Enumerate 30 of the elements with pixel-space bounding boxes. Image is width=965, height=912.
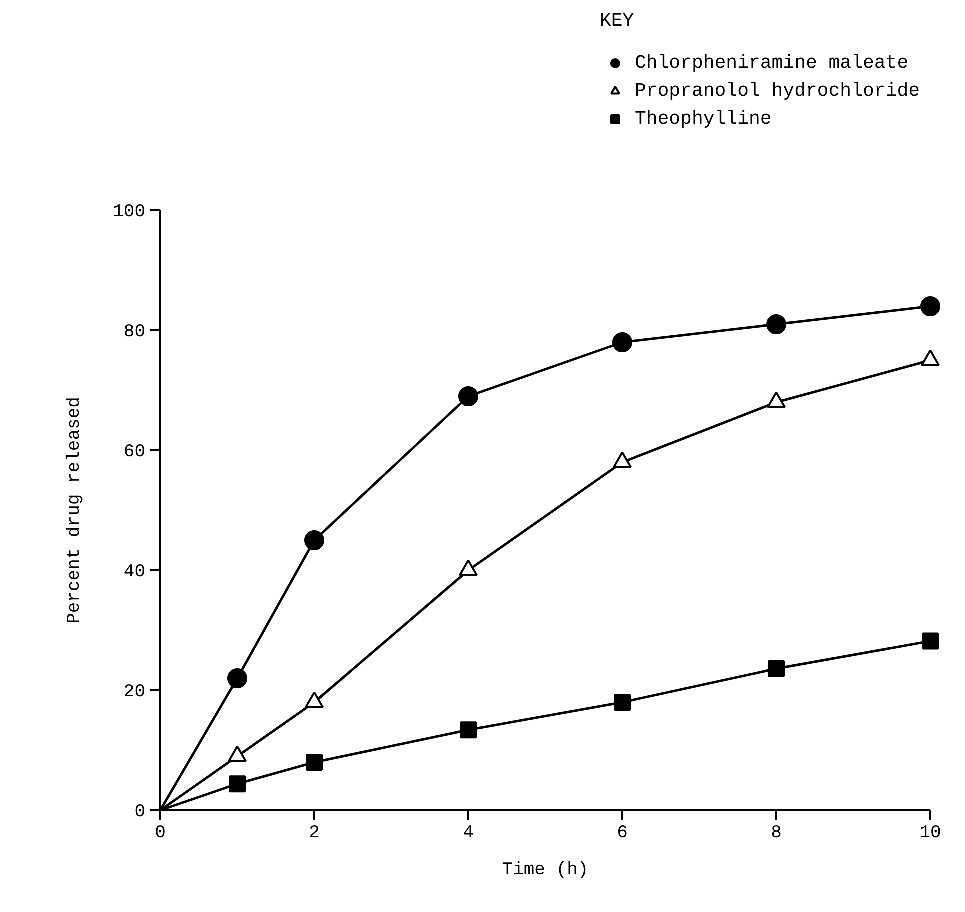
x-tick-label: 2 — [309, 824, 320, 844]
point — [306, 754, 323, 771]
point — [612, 332, 632, 352]
point — [228, 668, 248, 688]
point — [304, 530, 324, 550]
x-tick-label: 0 — [155, 824, 166, 844]
point — [229, 776, 246, 793]
y-tick-label: 60 — [124, 442, 146, 462]
x-tick-label: 8 — [771, 824, 782, 844]
legend-label: Propranolol hydrochloride — [634, 80, 920, 102]
x-tick-label: 10 — [920, 824, 942, 844]
y-tick-label: 0 — [134, 802, 146, 822]
legend-label: Chlorpheniramine maleate — [634, 52, 909, 74]
legend-label: Theophylline — [634, 108, 772, 130]
point — [922, 632, 939, 650]
y-tick-label: 100 — [113, 202, 146, 222]
x-tick-label: 6 — [617, 824, 628, 844]
point — [614, 694, 631, 711]
point — [460, 722, 477, 739]
point — [768, 660, 785, 678]
y-tick-label: 80 — [124, 322, 146, 342]
point — [766, 314, 786, 334]
x-axis-title: Time (h) — [502, 860, 589, 880]
point — [920, 296, 940, 316]
y-tick-label: 40 — [124, 562, 146, 582]
y-axis-title: Percent drug released — [65, 397, 86, 624]
y-tick-label: 20 — [124, 682, 146, 702]
point — [458, 386, 478, 406]
x-tick-label: 4 — [463, 824, 474, 844]
legend-title: KEY — [600, 10, 636, 32]
